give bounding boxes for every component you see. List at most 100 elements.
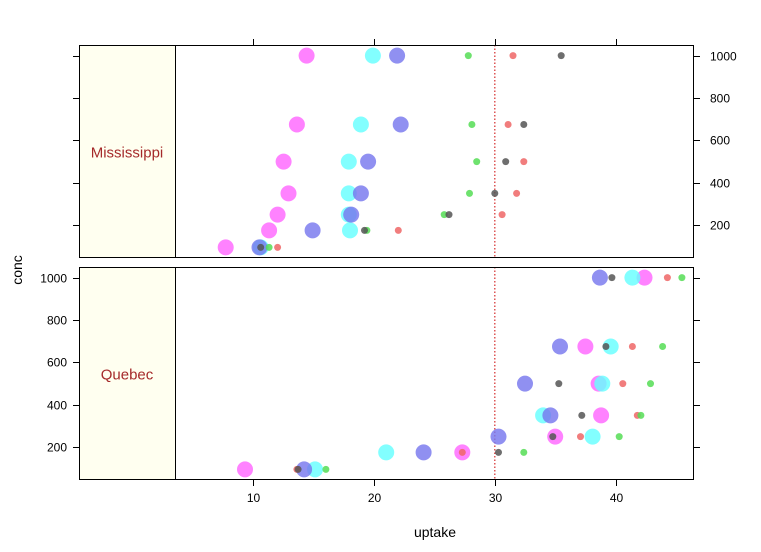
data-point <box>473 158 481 166</box>
data-point <box>591 269 608 286</box>
series-4 <box>274 52 528 251</box>
data-point <box>577 433 584 441</box>
data-point <box>659 343 667 350</box>
data-point <box>378 444 395 461</box>
data-point <box>237 461 253 478</box>
panel-mississippi: Mississippi 200 400 600 800 1000 <box>73 45 737 258</box>
data-point <box>498 211 506 219</box>
x-tick-label: 40 <box>610 491 624 505</box>
data-point <box>274 243 282 251</box>
data-point <box>517 375 533 392</box>
data-point <box>584 428 601 445</box>
data-point <box>440 211 448 219</box>
data-point <box>602 343 610 350</box>
data-point <box>340 185 357 202</box>
series-3 <box>296 269 608 478</box>
data-point <box>577 338 594 355</box>
panel-quebec: Quebec 200 400 600 800 1000 <box>40 267 700 480</box>
series-2 <box>307 269 641 478</box>
strip-background <box>79 267 175 480</box>
data-point <box>513 189 521 197</box>
panel-frame <box>79 267 694 480</box>
y-tick-label: 1000 <box>710 50 737 64</box>
series-1 <box>217 47 315 256</box>
data-point <box>343 206 360 223</box>
data-point <box>593 407 610 424</box>
data-point <box>296 461 313 478</box>
data-point <box>275 153 292 170</box>
data-point <box>217 239 234 256</box>
data-point <box>265 243 273 251</box>
data-point <box>557 52 565 60</box>
data-point <box>294 465 302 473</box>
y-tick-label: 400 <box>47 399 67 413</box>
x-tick-label: 10 <box>247 491 261 505</box>
x-tick-label: 20 <box>368 491 382 505</box>
data-point <box>361 226 368 234</box>
data-point <box>520 158 528 166</box>
data-point <box>549 433 557 441</box>
y-tick-label: 600 <box>47 356 67 370</box>
axes-group: 10 20 30 40 <box>247 39 624 505</box>
strip-label: Quebec <box>101 367 154 384</box>
data-point <box>389 47 406 64</box>
data-point <box>520 448 528 456</box>
data-point <box>490 428 507 445</box>
series-3 <box>251 47 409 256</box>
data-point <box>578 411 586 419</box>
series-1 <box>237 269 653 478</box>
data-point <box>298 47 315 64</box>
data-point <box>608 274 616 282</box>
data-point <box>509 52 517 60</box>
data-point <box>288 116 305 133</box>
data-point <box>415 444 432 461</box>
y-tick-label: 800 <box>47 314 67 328</box>
data-point <box>304 222 321 239</box>
data-point <box>340 153 357 170</box>
strip-label: Mississippi <box>91 145 164 162</box>
data-point <box>502 158 510 166</box>
series-6 <box>294 274 616 473</box>
data-point <box>352 116 369 133</box>
x-tick-label: 30 <box>489 491 503 505</box>
x-axis-title: uptake <box>414 524 456 540</box>
series-5 <box>322 274 686 473</box>
data-point <box>257 243 265 251</box>
panels-group: Mississippi 200 400 600 800 1000 Quebec 200 400 6… <box>40 45 737 480</box>
y-tick-label: 200 <box>710 219 730 233</box>
strip-background <box>79 45 175 258</box>
data-point <box>491 189 499 197</box>
series-4 <box>293 274 671 473</box>
data-point <box>364 47 381 64</box>
y-axis-title: conc <box>9 255 25 285</box>
data-point <box>360 153 377 170</box>
y-tick-label: 1000 <box>40 272 67 286</box>
data-point <box>269 206 286 223</box>
data-point <box>352 185 369 202</box>
data-point <box>552 338 568 355</box>
data-point <box>445 211 453 219</box>
data-point <box>394 226 402 234</box>
data-point <box>636 269 653 286</box>
data-point <box>542 407 559 424</box>
data-point <box>504 121 512 128</box>
data-point <box>628 343 636 350</box>
data-point <box>520 121 528 128</box>
data-point <box>637 411 645 419</box>
data-point <box>458 448 466 456</box>
data-point <box>468 121 476 128</box>
y-tick-label: 600 <box>710 134 730 148</box>
data-point <box>464 52 472 60</box>
data-point <box>322 465 330 473</box>
data-point <box>495 448 502 456</box>
data-point <box>678 274 686 282</box>
data-point <box>392 116 409 133</box>
data-point <box>602 338 619 355</box>
data-point <box>647 380 654 388</box>
data-point <box>594 375 611 392</box>
y-tick-label: 400 <box>710 177 730 191</box>
data-point <box>342 222 358 239</box>
data-point <box>624 269 641 286</box>
data-point <box>619 380 627 388</box>
data-point <box>555 380 563 388</box>
